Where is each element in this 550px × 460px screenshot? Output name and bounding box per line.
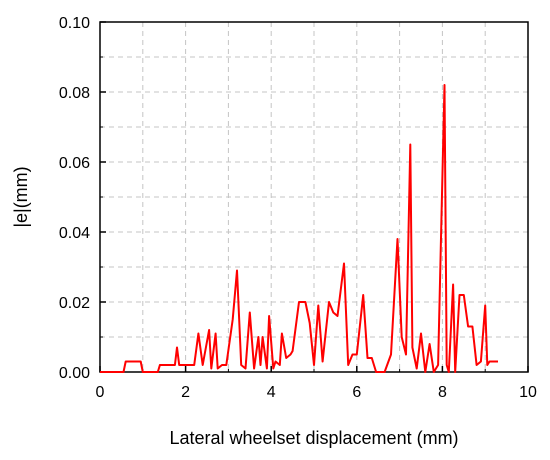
x-tick-labels: 0 2 4 6 8 10 <box>96 384 537 401</box>
x-tick-label: 4 <box>267 384 276 401</box>
y-axis-title: |e|(mm) <box>11 166 31 227</box>
series-line <box>100 84 498 373</box>
y-tick-label: 0.06 <box>59 155 90 172</box>
y-tick-label: 0.08 <box>59 85 90 102</box>
x-tick-label: 2 <box>181 384 190 401</box>
y-tick-labels: 0.00 0.02 0.04 0.06 0.08 0.10 <box>59 15 90 382</box>
x-tick-label: 10 <box>519 384 537 401</box>
x-tick-label: 8 <box>438 384 447 401</box>
y-tick-label: 0.02 <box>59 295 90 312</box>
x-tick-label: 0 <box>96 384 105 401</box>
y-tick-label: 0.04 <box>59 225 90 242</box>
grid <box>100 22 528 372</box>
y-tick-label: 0.10 <box>59 15 90 32</box>
x-tick-label: 6 <box>352 384 361 401</box>
y-tick-label: 0.00 <box>59 365 90 382</box>
x-axis-title: Lateral wheelset displacement (mm) <box>169 428 458 448</box>
